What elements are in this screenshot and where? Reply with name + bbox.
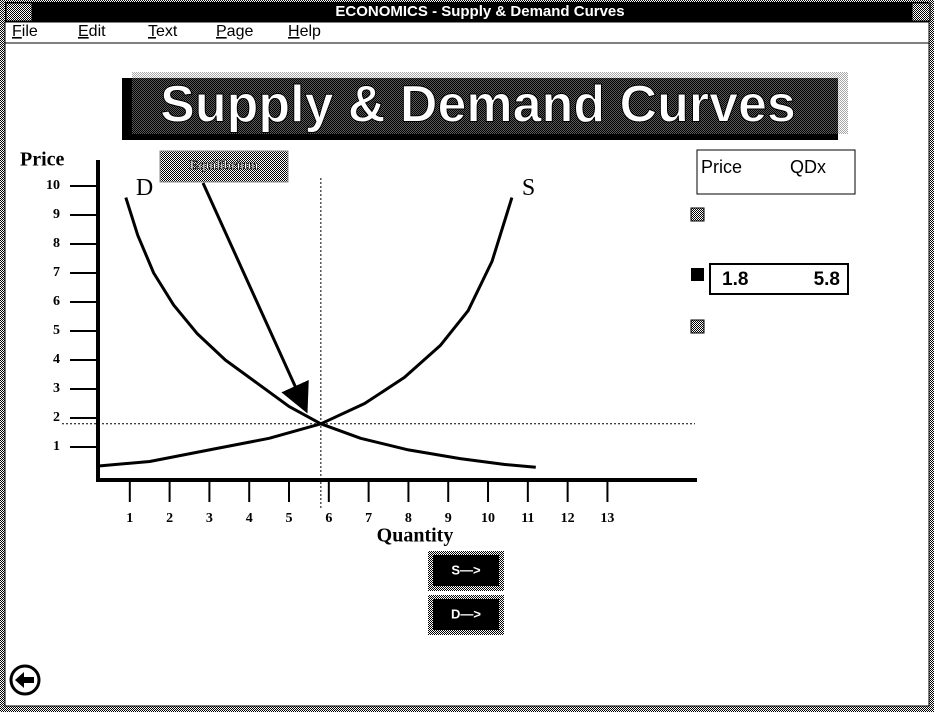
x-tick-label: 13	[600, 511, 614, 526]
s-button[interactable]	[433, 555, 499, 586]
system-menu[interactable]	[5, 2, 33, 22]
row-indicator[interactable]	[691, 268, 704, 281]
window-title: ECONOMICS - Supply & Demand Curves	[335, 3, 624, 20]
x-tick-label: 5	[286, 511, 293, 526]
table-header: Price	[701, 157, 742, 177]
equilibrium-arrow	[201, 182, 309, 414]
x-tick-label: 8	[405, 511, 412, 526]
x-tick-label: 6	[325, 511, 332, 526]
row-indicator[interactable]	[690, 319, 705, 334]
y-tick-label: 3	[53, 381, 60, 396]
button-label: D—>	[451, 606, 481, 621]
menu-item[interactable]: Page	[216, 23, 253, 40]
table-cell: 5.8	[814, 269, 840, 290]
d-button[interactable]	[433, 599, 499, 630]
y-tick-label: 7	[53, 265, 60, 280]
x-tick-label: 1	[126, 511, 133, 526]
menu-item[interactable]: Text	[148, 23, 178, 40]
x-tick-label: 4	[246, 511, 253, 526]
x-tick-label: 2	[166, 511, 173, 526]
table-header: QDx	[790, 157, 826, 177]
banner-shadow	[132, 72, 848, 134]
table-cell: 1.8	[722, 269, 748, 290]
menu-item[interactable]: File	[12, 23, 38, 40]
y-axis-label: Price	[20, 149, 65, 171]
table-row-box	[709, 263, 849, 295]
x-tick-label: 11	[521, 511, 534, 526]
y-tick-label: 10	[46, 178, 60, 193]
title-bar	[5, 2, 929, 22]
x-tick-label: 12	[561, 511, 575, 526]
equilibrium-button[interactable]	[159, 150, 289, 183]
y-tick-label: 9	[53, 207, 60, 222]
equilibrium-label: Equilibrium	[190, 157, 259, 172]
window-button[interactable]	[911, 2, 931, 22]
y-tick-label: 4	[53, 352, 60, 367]
curve-label: S	[522, 175, 535, 201]
y-tick-label: 6	[53, 294, 60, 309]
back-icon	[15, 672, 34, 688]
x-axis-label: Quantity	[377, 525, 454, 547]
x-tick-label: 7	[365, 511, 372, 526]
table-header-box	[696, 149, 856, 195]
y-tick-label: 2	[53, 410, 60, 425]
banner-title: Supply & Demand Curves	[160, 76, 796, 134]
y-tick-label: 1	[53, 439, 60, 454]
curve	[99, 197, 514, 468]
y-tick-label: 5	[53, 323, 60, 338]
y-tick-label: 8	[53, 236, 60, 251]
curve	[124, 197, 536, 469]
x-tick-label: 10	[481, 511, 495, 526]
curve-label: D	[136, 175, 153, 201]
x-tick-label: 9	[445, 511, 452, 526]
menu-item[interactable]: Edit	[78, 23, 106, 40]
button-label: S—>	[451, 562, 481, 577]
x-tick-label: 3	[206, 511, 213, 526]
row-indicator[interactable]	[690, 207, 705, 222]
menu-item[interactable]: Help	[288, 23, 321, 40]
